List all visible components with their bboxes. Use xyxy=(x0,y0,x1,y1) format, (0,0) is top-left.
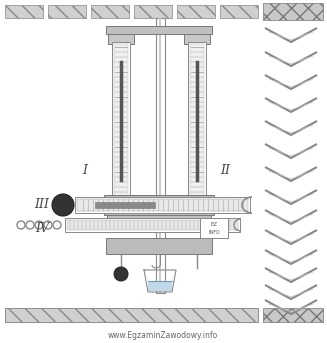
Bar xyxy=(159,18,161,293)
Text: III: III xyxy=(35,199,49,212)
Bar xyxy=(184,30,210,44)
Bar xyxy=(104,195,214,215)
Text: II: II xyxy=(220,164,230,177)
Bar xyxy=(75,197,250,213)
Bar xyxy=(106,26,212,34)
Bar xyxy=(220,5,258,18)
Circle shape xyxy=(188,199,206,217)
Circle shape xyxy=(112,199,130,217)
Bar xyxy=(107,200,211,230)
Text: INFO: INFO xyxy=(208,229,220,235)
Circle shape xyxy=(52,194,74,216)
Text: IV: IV xyxy=(35,222,49,235)
Bar xyxy=(114,44,128,198)
Bar xyxy=(263,308,323,322)
Bar xyxy=(148,281,172,291)
Bar xyxy=(177,5,215,18)
Bar xyxy=(108,30,134,44)
Bar xyxy=(188,42,206,200)
Bar xyxy=(91,5,129,18)
Bar xyxy=(156,18,165,293)
Bar xyxy=(65,218,240,232)
Bar xyxy=(67,220,238,230)
Bar xyxy=(112,42,130,200)
Bar xyxy=(200,218,228,238)
Bar xyxy=(77,199,248,211)
Bar xyxy=(95,202,155,208)
Bar xyxy=(5,5,43,18)
Bar xyxy=(263,3,323,20)
Text: I: I xyxy=(82,164,88,177)
Bar xyxy=(48,5,86,18)
Bar xyxy=(106,238,212,254)
Bar xyxy=(5,308,258,322)
Bar xyxy=(190,44,204,198)
Bar xyxy=(5,308,258,322)
Text: EZ: EZ xyxy=(211,223,217,227)
Text: www.EgzaminZawodowy.info: www.EgzaminZawodowy.info xyxy=(108,331,218,341)
Circle shape xyxy=(114,267,128,281)
Bar xyxy=(134,5,172,18)
